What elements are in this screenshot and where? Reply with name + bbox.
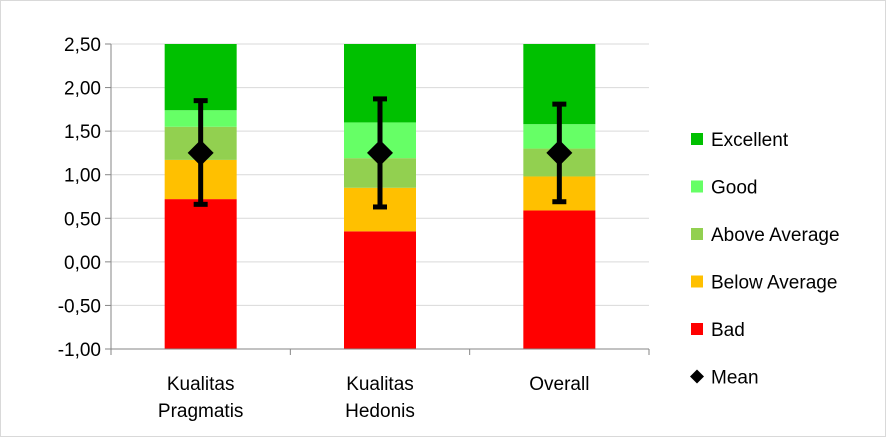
- legend-label: Above Average: [711, 225, 840, 246]
- y-tick-label: 1,00: [64, 166, 101, 187]
- legend-label: Good: [711, 178, 757, 199]
- y-tick-label: 0,00: [64, 253, 101, 274]
- x-tick-label: Overall: [529, 374, 589, 395]
- x-tick-label: Hedonis: [345, 401, 415, 422]
- legend-swatch-good: [691, 180, 703, 193]
- x-tick-labels: Kualitas Pragmatis Kualitas Hedonis Overall: [158, 374, 590, 422]
- legend: Excellent Good Above Average Below Average B…: [690, 130, 840, 389]
- mean-point: [367, 139, 393, 166]
- legend-label: Excellent: [711, 130, 789, 151]
- x-tick-label: Pragmatis: [158, 401, 244, 422]
- legend-swatch-mean: [690, 369, 704, 384]
- legend-swatch-bad: [691, 323, 703, 335]
- axes: [105, 43, 650, 355]
- y-tick-label: 0,50: [64, 209, 101, 230]
- bar-segment-bad: [523, 210, 596, 349]
- y-tick-label: 1,50: [64, 122, 101, 143]
- mean-point: [187, 139, 214, 166]
- y-tick-label: 2,50: [64, 35, 101, 56]
- legend-label: Mean: [711, 368, 759, 389]
- bar-segment-bad: [344, 231, 416, 349]
- legend-swatch-below-average: [691, 275, 703, 288]
- y-tick-label: -0,50: [58, 296, 101, 317]
- legend-label: Bad: [711, 320, 745, 341]
- mean-point: [546, 139, 573, 166]
- legend-swatch-excellent: [691, 133, 703, 145]
- bar-segment-bad: [164, 199, 237, 349]
- y-tick-label: 2,00: [64, 79, 101, 100]
- legend-label: Below Average: [711, 273, 837, 294]
- x-tick-label: Kualitas: [167, 374, 235, 395]
- mean-markers: [187, 96, 573, 210]
- x-tick-label: Kualitas: [346, 374, 414, 395]
- y-tick-label: -1,00: [58, 340, 101, 361]
- y-tick-labels: -1,00 -0,50 0,00 0,50 1,00 1,50 2,00 2,50: [58, 35, 101, 361]
- legend-swatch-above-average: [691, 228, 703, 240]
